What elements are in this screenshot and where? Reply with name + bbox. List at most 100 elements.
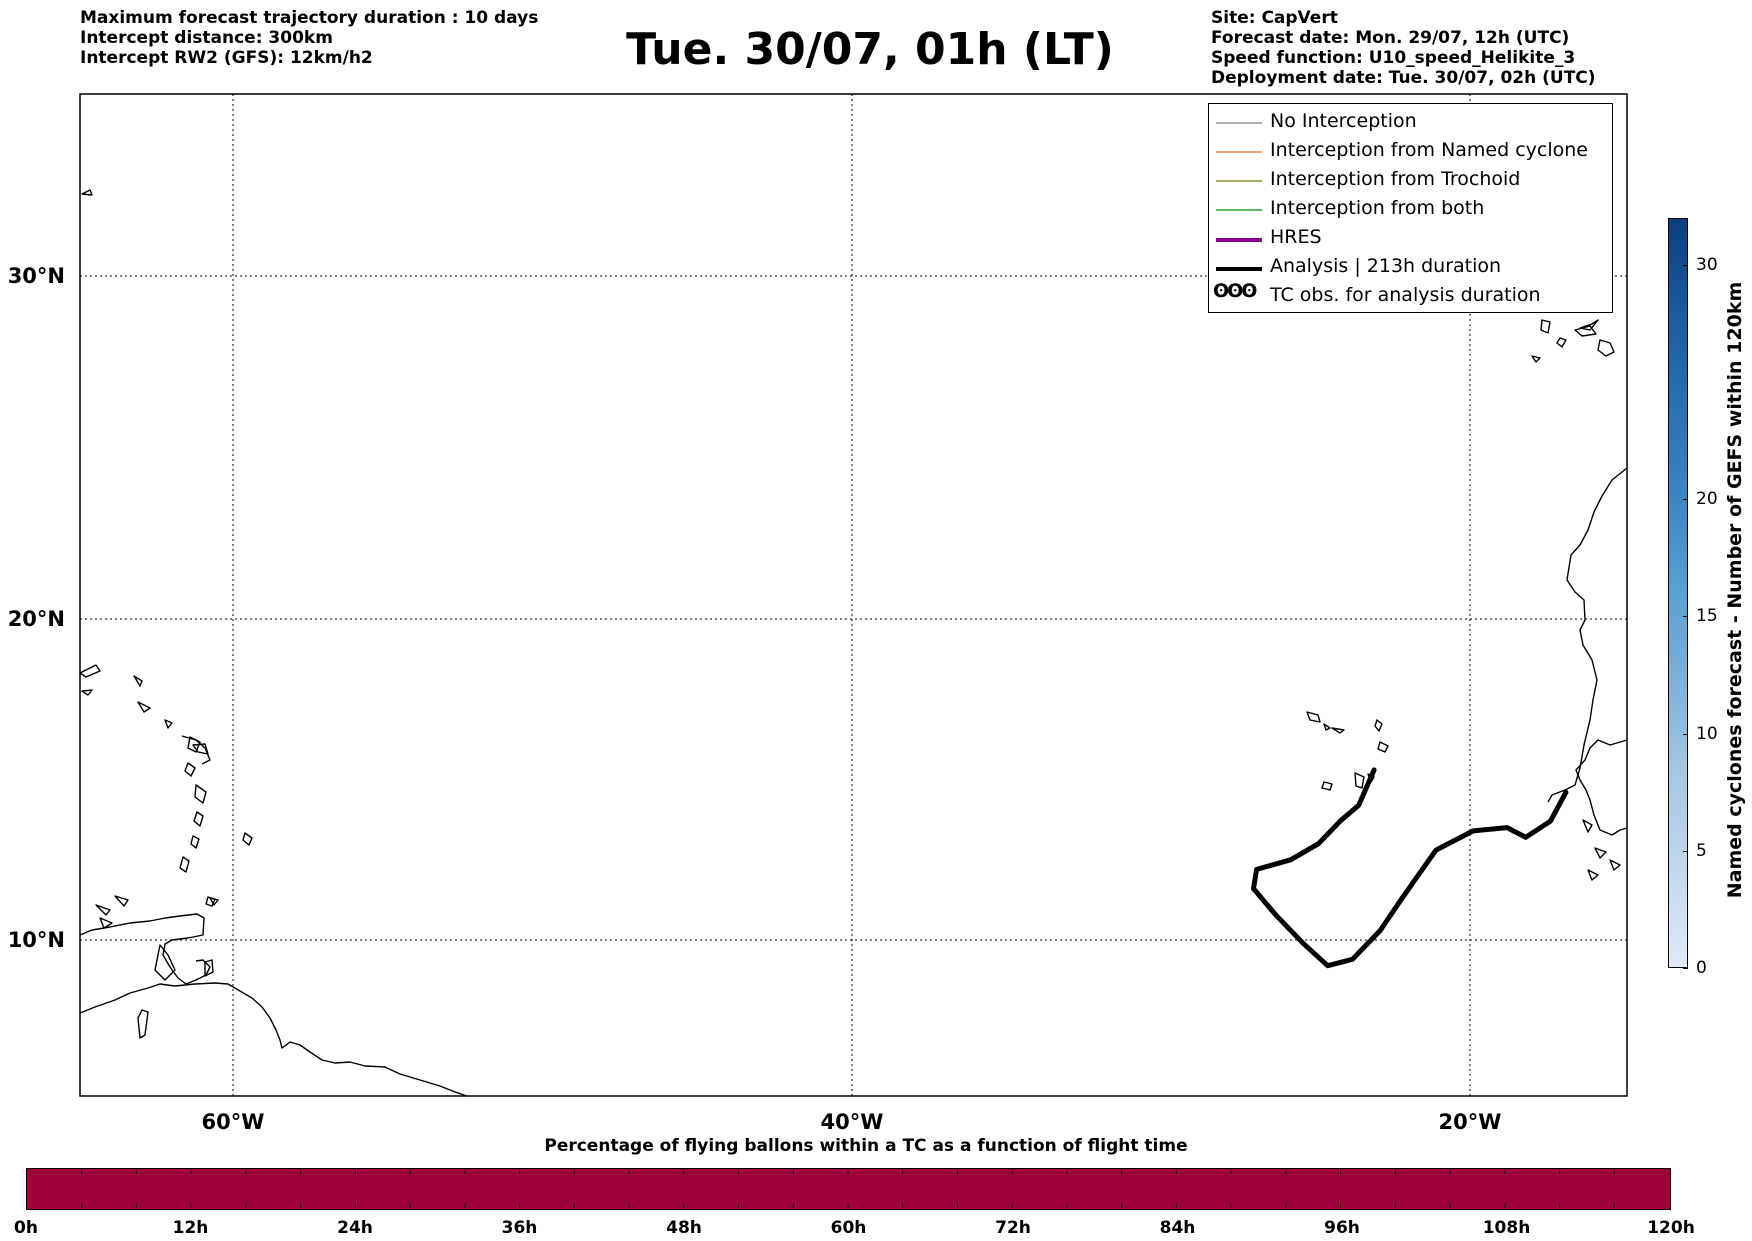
cape-verde-7 — [1354, 772, 1365, 789]
both-swatch — [1216, 209, 1262, 211]
colorbar-tick-mark — [1683, 968, 1688, 969]
time-bar-tick-label: 12h — [172, 1218, 209, 1238]
canary-4 — [1597, 339, 1615, 357]
isla-margarita — [99, 917, 113, 929]
antilles-north-1 — [79, 664, 101, 678]
intercept-rw2-text: Intercept RW2 (GFS): 12km/h2 — [80, 48, 373, 68]
lesser-antilles-5 — [190, 835, 200, 849]
antilles-north-3 — [133, 675, 143, 687]
hres-swatch — [1216, 238, 1262, 242]
cape-verde-5 — [1377, 741, 1389, 753]
legend-label: No Interception — [1270, 110, 1417, 132]
time-bar-tick-label: 72h — [995, 1218, 1031, 1238]
colorbar-tick-label: 10 — [1696, 723, 1718, 744]
coastlines — [79, 189, 1628, 1097]
lon-label-40w: 40°W — [820, 1110, 884, 1134]
canary-1 — [1540, 319, 1551, 334]
time-bar — [26, 1168, 1671, 1210]
time-bar-title: Percentage of flying ballons within a TC… — [544, 1136, 1188, 1156]
time-bar-minor-ticks — [81, 1169, 1615, 1208]
max-duration-text: Maximum forecast trajectory duration : 1… — [80, 8, 539, 28]
header-left-info: Maximum forecast trajectory duration : 1… — [80, 8, 538, 68]
south-america-coast — [79, 982, 468, 1097]
site-text: Site: CapVert — [1211, 8, 1338, 28]
canary-3 — [1574, 325, 1597, 337]
colorbar-tick-mark — [1683, 499, 1688, 501]
colorbar-tick-label: 20 — [1696, 489, 1718, 510]
forecast-date-text: Forecast date: Mon. 29/07, 12h (UTC) — [1211, 28, 1570, 48]
colorbar-tick-label: 15 — [1696, 606, 1718, 627]
legend-label: Analysis | 213h duration — [1270, 255, 1502, 277]
colorbar-tick-mark — [1683, 733, 1688, 735]
gulf-of-guinea-islands — [1582, 819, 1621, 881]
venezuela-coast — [79, 913, 211, 985]
aruba-curacao — [95, 895, 129, 916]
named-cyclone-swatch — [1216, 151, 1262, 153]
canary-2 — [1556, 337, 1567, 348]
cape-verde-2 — [1323, 723, 1331, 731]
header-right-info: Site: CapVert Forecast date: Mon. 29/07,… — [1211, 8, 1596, 88]
cape-verde-4 — [1374, 719, 1383, 732]
colorbar-tick-label: 5 — [1696, 840, 1707, 861]
time-bar-tick-label: 48h — [666, 1218, 702, 1238]
intercept-distance-text: Intercept distance: 300km — [80, 28, 333, 48]
tobago — [209, 897, 219, 906]
trochoid-swatch — [1216, 180, 1262, 182]
analysis-swatch — [1216, 267, 1262, 271]
colorbar-tick-mark — [1683, 616, 1688, 618]
gulf-of-paria — [154, 944, 176, 981]
time-bar-tick-label: 36h — [501, 1218, 538, 1238]
lesser-antilles-4 — [193, 811, 204, 827]
legend-label: Interception from Named cyclone — [1270, 139, 1588, 161]
lat-label-30n: 30°N — [7, 264, 65, 288]
time-bar-tick-label: 108h — [1482, 1218, 1531, 1238]
time-bar-tick-label: 96h — [1324, 1218, 1360, 1238]
cape-verde-1 — [1306, 711, 1321, 723]
lat-label-10n: 10°N — [7, 928, 65, 952]
colorbar-tick-label: 0 — [1696, 958, 1707, 978]
time-bar-tick-label: 120h — [1647, 1218, 1695, 1238]
legend: No Interception Interception from Named … — [1208, 103, 1613, 313]
canary-5 — [1531, 355, 1541, 363]
speed-function-text: Speed function: U10_speed_Helikite_3 — [1211, 48, 1576, 68]
colorbar-tick-label: 30 — [1696, 254, 1718, 275]
colorbar — [1668, 218, 1688, 968]
legend-item-named-cyclone: Interception from Named cyclone — [1209, 137, 1612, 166]
antilles-north-2 — [81, 689, 93, 696]
map-title: Tue. 30/07, 01h (LT) — [626, 24, 1114, 75]
antilles-north-5 — [164, 719, 173, 729]
africa-coast-south — [1575, 739, 1628, 836]
analysis-track — [1251, 767, 1569, 969]
cape-verde-3 — [1331, 727, 1345, 734]
barbuda — [192, 743, 209, 755]
trinidad — [204, 959, 214, 977]
legend-item-no-interception: No Interception — [1209, 108, 1612, 137]
legend-item-trochoid: Interception from Trochoid — [1209, 166, 1612, 195]
time-bar-tick-label: 0h — [14, 1218, 38, 1238]
cape-verde-6 — [1321, 781, 1333, 791]
colorbar-label: Named cyclones forecast - Number of GEFS… — [1724, 281, 1746, 899]
canary-6 — [1579, 319, 1599, 331]
lat-label-20n: 20°N — [7, 607, 65, 631]
lesser-antilles-2 — [184, 762, 196, 777]
africa-coast — [1547, 467, 1628, 803]
madeira-top — [81, 189, 93, 196]
tc-obs-icon: ʘʘʘ — [1213, 280, 1257, 302]
colorbar-tick-mark — [1683, 850, 1688, 852]
lesser-antilles-3 — [194, 784, 207, 804]
legend-item-tc-obs: ʘʘʘ TC obs. for analysis duration — [1209, 280, 1612, 311]
legend-item-both: Interception from both — [1209, 195, 1612, 224]
deployment-date-text: Deployment date: Tue. 30/07, 02h (UTC) — [1211, 68, 1596, 88]
time-bar-tick-label: 60h — [830, 1218, 867, 1238]
time-bar-tick-label: 24h — [337, 1218, 373, 1238]
legend-item-analysis: Analysis | 213h duration — [1209, 253, 1612, 282]
antilles-north-4 — [137, 701, 151, 713]
legend-label: HRES — [1270, 226, 1322, 248]
colorbar-tick-mark — [1683, 264, 1688, 266]
lon-label-60w: 60°W — [201, 1110, 265, 1134]
legend-label: Interception from Trochoid — [1270, 168, 1521, 190]
antilles-north-6 — [181, 735, 211, 765]
legend-label: Interception from both — [1270, 197, 1485, 219]
lon-label-20w: 20°W — [1438, 1110, 1502, 1134]
lesser-antilles-8 — [242, 832, 253, 846]
